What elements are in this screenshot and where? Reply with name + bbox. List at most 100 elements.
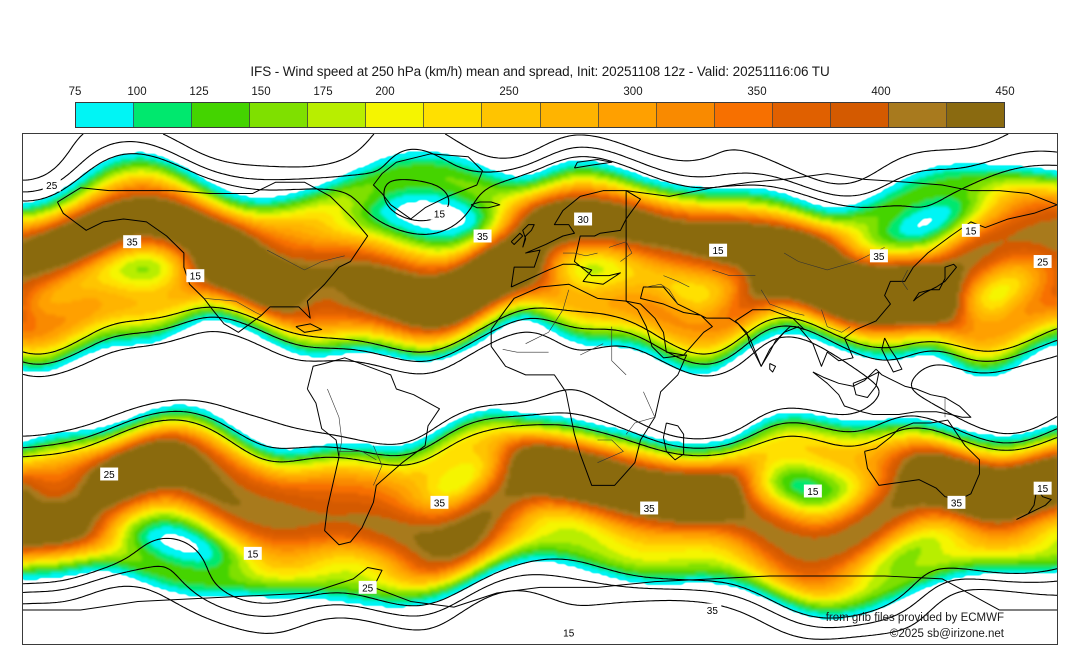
contour-label: 35 bbox=[127, 238, 139, 249]
contour-label-backing bbox=[961, 223, 980, 237]
map-frame: 25 15 35 35 30 15 35 15 25 15 25 35 35 15 35 15 25 15 35 15 bbox=[22, 133, 1058, 645]
colorbar-segment bbox=[772, 103, 831, 127]
colorbar-segment bbox=[76, 103, 135, 127]
colorbar-segment bbox=[192, 103, 251, 127]
colorbar-segment bbox=[366, 103, 425, 127]
map-plot: 25 15 35 35 30 15 35 15 25 15 25 35 35 15 35 15 25 15 35 15 bbox=[23, 134, 1057, 640]
contour-label: 25 bbox=[104, 470, 116, 481]
colorbar-tick-label: 100 bbox=[127, 86, 147, 98]
contour-label-backing bbox=[803, 484, 822, 498]
contour-label-backing bbox=[42, 178, 61, 192]
coastline-path bbox=[1016, 487, 1052, 520]
colorbar-tick-label: 450 bbox=[995, 86, 1015, 98]
colorbar-segment bbox=[830, 103, 889, 127]
contour-label: 35 bbox=[707, 606, 719, 617]
coastline-path bbox=[864, 419, 980, 500]
border-path bbox=[783, 247, 885, 271]
colorbar-segment bbox=[424, 103, 483, 127]
contour-label: 30 bbox=[578, 215, 590, 226]
colorbar-segment bbox=[714, 103, 773, 127]
contour-labels: 25 15 35 35 30 15 35 15 25 15 25 35 35 15 35 15 25 15 35 15 bbox=[42, 178, 1052, 640]
contour-label-backing bbox=[123, 235, 142, 249]
contour-label-backing bbox=[574, 212, 593, 226]
coastline-path bbox=[372, 153, 484, 220]
coastline-path bbox=[470, 201, 501, 209]
coastline-path bbox=[662, 422, 685, 461]
colorbar-tick-label: 125 bbox=[189, 86, 209, 98]
coastline-path bbox=[881, 337, 903, 373]
colorbar-segment bbox=[656, 103, 715, 127]
colorbar-segment bbox=[540, 103, 599, 127]
wind-speed-filled-contours bbox=[23, 151, 1057, 620]
contour-label-backing bbox=[559, 626, 578, 640]
colorbar-tick-labels: 75 100 125 150 175 200 250 300 350 400 450 bbox=[69, 86, 1015, 102]
coastline-path bbox=[573, 159, 613, 169]
colorbar-segment bbox=[482, 103, 541, 127]
contour-label-backing bbox=[869, 249, 888, 263]
border-path bbox=[266, 249, 345, 271]
colorbar-tick-label: 250 bbox=[499, 86, 519, 98]
credit-copyright: ©2025 sb@irizone.net bbox=[889, 628, 1004, 640]
border-path bbox=[327, 388, 343, 458]
border-path bbox=[625, 391, 656, 435]
contour-label: 15 bbox=[434, 209, 446, 220]
wind-speed-band bbox=[23, 198, 1057, 557]
coastline-path bbox=[812, 368, 972, 418]
contour-label-backing bbox=[1033, 481, 1052, 495]
coastline-path bbox=[490, 283, 688, 486]
contour-label-backing bbox=[709, 243, 728, 257]
contour-label-backing bbox=[100, 467, 119, 481]
chart-title: IFS - Wind speed at 250 hPa (km/h) mean … bbox=[250, 64, 830, 79]
contour-label: 15 bbox=[190, 272, 202, 283]
border-path bbox=[712, 269, 756, 276]
colorbar-tick-label: 150 bbox=[251, 86, 271, 98]
contour-label: 15 bbox=[563, 629, 575, 640]
contour-label: 35 bbox=[434, 498, 446, 509]
border-path bbox=[901, 269, 908, 290]
border-path bbox=[580, 343, 604, 356]
border-path bbox=[502, 349, 549, 353]
border-path bbox=[203, 298, 262, 316]
colorbar-segment bbox=[598, 103, 657, 127]
border-path bbox=[611, 326, 627, 376]
contour-label: 35 bbox=[951, 498, 963, 509]
contour-label-backing bbox=[358, 580, 377, 594]
contour-label-backing bbox=[703, 603, 722, 617]
contour-label-backing bbox=[430, 495, 449, 509]
border-path bbox=[562, 252, 598, 257]
border-path bbox=[373, 445, 383, 486]
border-path bbox=[608, 241, 633, 262]
colorbar-tick-label: 300 bbox=[623, 86, 643, 98]
border-path bbox=[646, 283, 679, 305]
colorbar-segment bbox=[250, 103, 309, 127]
colorbar-segment bbox=[946, 103, 1004, 127]
colorbar: 75 100 125 150 175 200 250 300 350 400 450 bbox=[69, 86, 1015, 128]
colorbar-segment bbox=[134, 103, 193, 127]
colorbar-tick-label: 175 bbox=[313, 86, 333, 98]
colorbar-segment bbox=[308, 103, 367, 127]
colorbar-tick-label: 400 bbox=[871, 86, 891, 98]
coastline-path bbox=[295, 323, 323, 333]
contour-label-backing bbox=[640, 501, 659, 515]
coastlines bbox=[23, 153, 1057, 611]
contour-label: 15 bbox=[1037, 484, 1049, 495]
contour-label-backing bbox=[430, 206, 449, 220]
contour-label-backing bbox=[947, 495, 966, 509]
colorbar-tick-label: 75 bbox=[68, 86, 82, 98]
colorbar-tick-label: 200 bbox=[375, 86, 395, 98]
spread-contour-level bbox=[23, 141, 1057, 629]
border-path bbox=[597, 439, 624, 463]
colorbar-segment bbox=[888, 103, 947, 127]
contour-label-backing bbox=[1033, 255, 1052, 268]
coastline-path bbox=[769, 363, 777, 373]
coastline-path bbox=[56, 181, 369, 333]
contour-label: 15 bbox=[247, 549, 259, 560]
coastline-path bbox=[23, 567, 1057, 611]
coastline-path bbox=[912, 263, 957, 302]
border-path bbox=[525, 289, 570, 344]
credit-source: from grib files provided by ECMWF bbox=[825, 612, 1004, 624]
contour-label: 25 bbox=[362, 583, 374, 594]
contour-label-backing bbox=[473, 229, 492, 243]
contour-label-backing bbox=[243, 546, 262, 560]
colorbar-tick-label: 350 bbox=[747, 86, 767, 98]
